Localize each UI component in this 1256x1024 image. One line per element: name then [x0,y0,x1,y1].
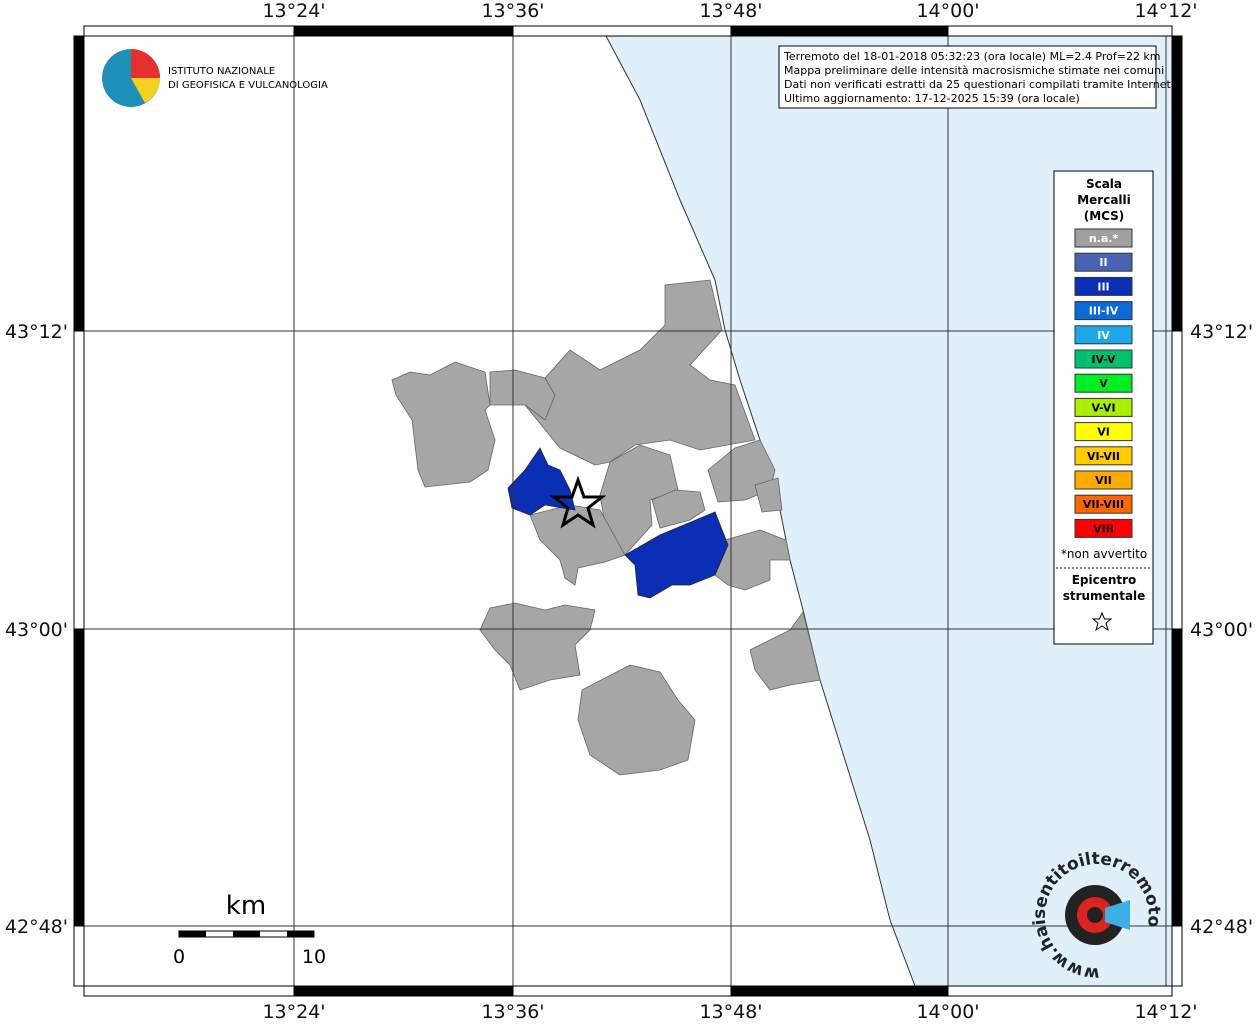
legend-epicenter: Epicentro [1072,573,1137,587]
legend-swatch [1074,349,1133,369]
legend-swatch [1074,518,1133,538]
ingv-logo-part [131,49,160,78]
lat-label: 43°00' [5,619,68,641]
frame-seg [512,25,732,37]
lat-label: 43°00' [1190,619,1253,641]
info-box [778,45,1157,109]
legend-note: *non avvertito [1061,547,1147,561]
lat-label: 43°12' [5,321,68,343]
legend-label: VI [1097,426,1110,439]
legend-label: VIII [1093,522,1114,535]
legend-swatch [1074,301,1133,321]
municipalities [391,279,821,776]
legend-label: III [1097,280,1109,293]
frame-seg [730,985,949,997]
legend-label: II [1099,256,1107,269]
info-line: Mappa preliminare delle intensità macros… [784,64,1164,77]
legend-label: III-IV [1089,305,1119,318]
frame-seg [83,985,295,997]
frame-seg [947,25,1173,37]
lat-label: 42°48' [5,916,68,938]
legend-title: (MCS) [1084,209,1125,223]
logo-text: DI GEOFISICA E VULCANOLOGIA [168,80,328,91]
lon-label: 14°12' [1134,0,1197,22]
info-line: Ultimo aggiornamento: 17-12-2025 15:39 (… [784,92,1080,105]
legend-swatch [1074,446,1133,466]
scale-end: 10 [302,946,326,968]
scale-start: 0 [173,946,185,968]
legend-swatch [1074,252,1133,272]
legend-label: IV [1097,329,1110,342]
legend-label: VII-VIII [1083,498,1124,511]
frame-seg [1171,330,1183,630]
frame-seg [83,25,295,37]
legend-swatch [1074,422,1133,442]
lon-label: 13°24' [262,0,325,22]
legend-label: n.a.* [1089,232,1119,245]
frame-seg [947,985,1173,997]
legend-title: Scala [1086,177,1122,191]
lat-label: 43°12' [1190,321,1253,343]
lon-label: 14°00' [916,1001,979,1023]
frame-seg [73,330,85,630]
legend-label: VII [1095,474,1112,487]
frame-seg [73,925,85,987]
ingv-logo-part [131,78,160,103]
info-line: Dati non verificati estratti da 25 quest… [784,78,1174,91]
legend-swatch [1074,325,1133,345]
frame-seg [1171,925,1183,987]
logo-text: ISTITUTO NAZIONALE [168,66,275,77]
site-logo-part [1087,907,1103,923]
lon-label: 13°36' [481,1001,544,1023]
lon-label: 14°12' [1134,1001,1197,1023]
frame-seg [73,628,85,927]
info-line: Terremoto del 18-01-2018 05:32:23 (ora l… [783,50,1161,63]
legend-swatch [1074,397,1133,417]
lon-label: 13°48' [699,0,762,22]
legend-swatch [1074,470,1133,490]
lon-label: 13°24' [262,1001,325,1023]
legend-epicenter: strumentale [1063,589,1146,603]
legend-swatch [1074,373,1133,393]
lon-label: 14°00' [916,0,979,22]
scale-unit: km [226,891,266,921]
scale-bar-seg [233,931,260,937]
legend-star [1091,611,1113,632]
legend-label: VI-VII [1087,450,1120,463]
site-logo-part [1105,900,1130,930]
lat-label: 42°48' [1190,916,1253,938]
frame-seg [730,25,949,37]
lon-label: 13°48' [699,1001,762,1023]
lon-label: 13°36' [481,0,544,22]
frame-seg [293,25,514,37]
scale-bar-seg [179,931,206,937]
frame-seg [512,985,732,997]
legend-swatch [1074,228,1133,248]
scale-bar-seg [287,931,314,937]
legend-label: V-VI [1091,401,1115,414]
frame-seg [1171,628,1183,927]
frame-seg [73,35,85,332]
legend-label: V [1099,377,1108,390]
legend-title: Mercalli [1077,193,1131,207]
frame-seg [293,985,514,997]
legend-swatch [1074,494,1133,514]
epicenter-star [549,475,607,529]
legend-label: IV-V [1091,353,1116,366]
legend-swatch [1074,276,1133,296]
